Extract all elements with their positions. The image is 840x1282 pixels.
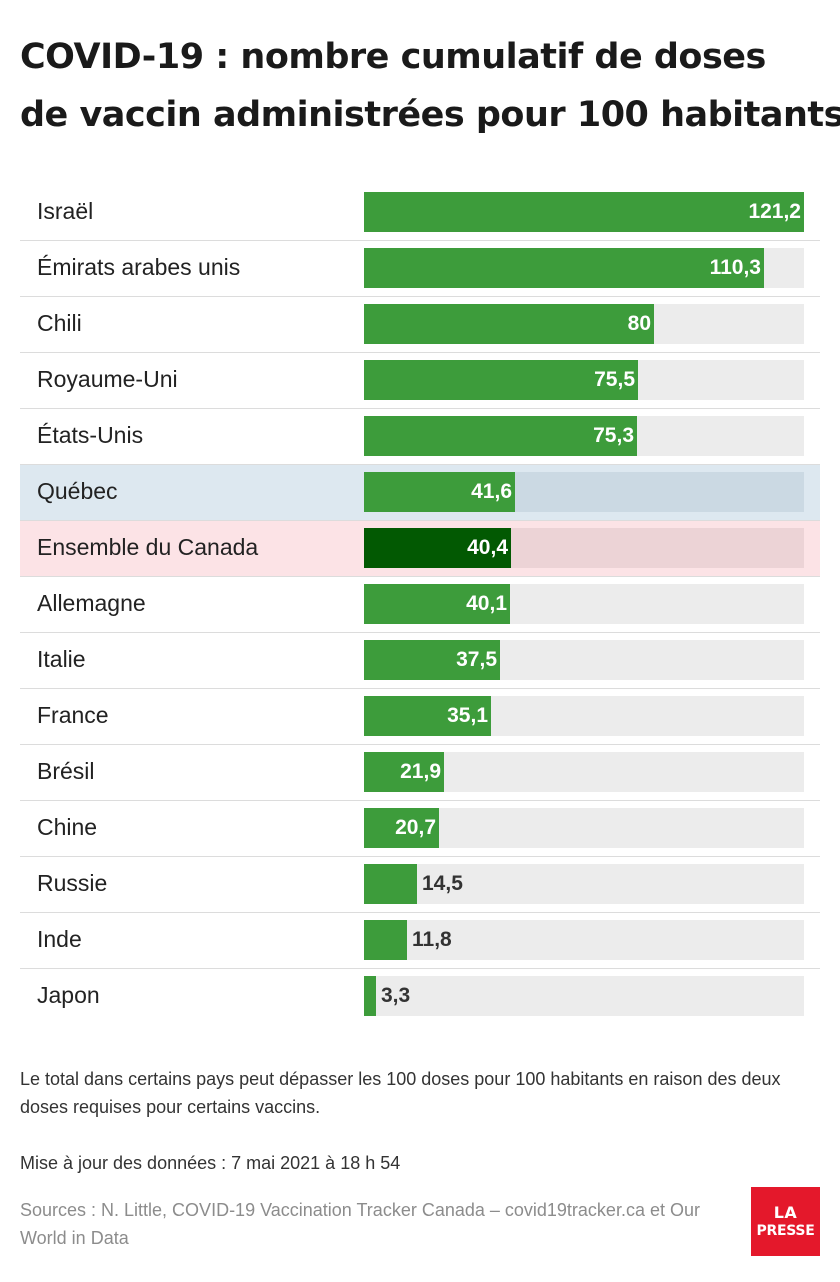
bar	[364, 192, 804, 232]
bar-track: 14,5	[364, 864, 804, 904]
bar-track: 20,7	[364, 808, 804, 848]
bar	[364, 640, 500, 680]
value-label: 110,3	[709, 256, 761, 279]
bar-track: 3,3	[364, 976, 804, 1016]
chart-title: COVID-19 : nombre cumulatif de doses de …	[20, 28, 840, 144]
country-label: Japon	[37, 982, 100, 1008]
bar	[364, 584, 510, 624]
bar-track: 75,3	[364, 416, 804, 456]
bar-track: 40,4	[364, 528, 804, 568]
country-label: Royaume-Uni	[37, 366, 178, 392]
chart-row: Japon 3,3	[20, 968, 820, 1024]
value-label: 14,5	[422, 872, 463, 895]
chart-row: Brésil 21,9	[20, 744, 820, 800]
row-separator	[20, 296, 820, 297]
chart-row: Israël 121,2	[20, 184, 820, 240]
country-label: Chili	[37, 310, 82, 336]
bar	[364, 864, 417, 904]
chart-row: Royaume-Uni 75,5	[20, 352, 820, 408]
row-separator	[20, 464, 820, 465]
title-line-2: de vaccin administrées pour 100 habitant…	[20, 95, 840, 135]
la-presse-logo: LA PRESSE	[751, 1187, 820, 1256]
country-label: Allemagne	[37, 590, 146, 616]
country-label: Israël	[37, 198, 94, 224]
bar-track: 80	[364, 304, 804, 344]
row-separator	[20, 632, 820, 633]
bar-track: 110,3	[364, 248, 804, 288]
bar-track: 37,5	[364, 640, 804, 680]
value-label: 37,5	[456, 648, 497, 671]
row-separator	[20, 352, 820, 353]
country-label: Émirats arabes unis	[37, 254, 241, 280]
title-line-1: COVID-19 : nombre cumulatif de doses	[20, 37, 766, 77]
country-label: Russie	[37, 870, 108, 896]
bar-track: 35,1	[364, 696, 804, 736]
row-separator	[20, 856, 820, 857]
footnote: Le total dans certains pays peut dépasse…	[20, 1069, 781, 1117]
bar	[364, 976, 376, 1016]
value-label: 80	[627, 312, 651, 335]
bar	[364, 696, 491, 736]
value-label: 40,4	[467, 536, 508, 559]
bar	[364, 360, 638, 400]
country-label: Inde	[37, 926, 82, 952]
value-label: 41,6	[471, 480, 512, 503]
country-label: Ensemble du Canada	[37, 534, 259, 560]
country-label: Québec	[37, 478, 118, 504]
logo-line-1: LA	[773, 1202, 798, 1222]
update-timestamp: Mise à jour des données : 7 mai 2021 à 1…	[20, 1153, 401, 1173]
bar	[364, 528, 511, 568]
chart-row: Russie 14,5	[20, 856, 820, 912]
bar-chart: Israël 121,2 Émirats arabes unis 110,3 Chili…	[20, 184, 820, 1024]
bar	[364, 248, 764, 288]
row-separator	[20, 800, 820, 801]
country-label: Italie	[37, 646, 86, 672]
bar-track: 41,6	[364, 472, 804, 512]
chart-row: États-Unis 75,3	[20, 408, 820, 464]
row-separator	[20, 912, 820, 913]
bar	[364, 808, 439, 848]
value-label: 3,3	[381, 984, 411, 1007]
bar	[364, 416, 637, 456]
value-label: 21,9	[400, 760, 441, 783]
chart-row: Ensemble du Canada 40,4	[20, 520, 820, 576]
chart-row: Québec 41,6	[20, 464, 820, 520]
bar-track: 75,5	[364, 360, 804, 400]
chart-row: Italie 37,5	[20, 632, 820, 688]
value-label: 35,1	[447, 704, 488, 727]
country-label: Chine	[37, 814, 98, 840]
value-label: 75,3	[593, 424, 634, 447]
value-label: 75,5	[594, 368, 635, 391]
chart-row: Chili 80	[20, 296, 820, 352]
chart-row: France 35,1	[20, 688, 820, 744]
row-separator	[20, 576, 820, 577]
logo-line-2: PRESSE	[756, 1222, 815, 1239]
row-separator	[20, 688, 820, 689]
row-separator	[20, 968, 820, 969]
bar	[364, 752, 444, 792]
chart-row: Inde 11,8	[20, 912, 820, 968]
country-label: France	[37, 702, 109, 728]
bar-track: 40,1	[364, 584, 804, 624]
country-label: Brésil	[37, 758, 95, 784]
bar	[364, 472, 515, 512]
value-label: 20,7	[395, 816, 436, 839]
chart-row: Chine 20,7	[20, 800, 820, 856]
bar	[364, 304, 654, 344]
row-separator	[20, 240, 820, 241]
value-label: 11,8	[412, 928, 452, 951]
row-separator	[20, 744, 820, 745]
row-separator	[20, 520, 820, 521]
row-separator	[20, 408, 820, 409]
sources: Sources : N. Little, COVID-19 Vaccinatio…	[20, 1200, 700, 1248]
chart-row: Émirats arabes unis 110,3	[20, 240, 820, 296]
bar	[364, 920, 407, 960]
country-label: États-Unis	[37, 422, 144, 448]
bar-track: 21,9	[364, 752, 804, 792]
value-label: 121,2	[748, 200, 801, 223]
value-label: 40,1	[466, 592, 507, 615]
bar-track: 11,8	[364, 920, 804, 960]
chart-row: Allemagne 40,1	[20, 576, 820, 632]
bar-track: 121,2	[364, 192, 804, 232]
